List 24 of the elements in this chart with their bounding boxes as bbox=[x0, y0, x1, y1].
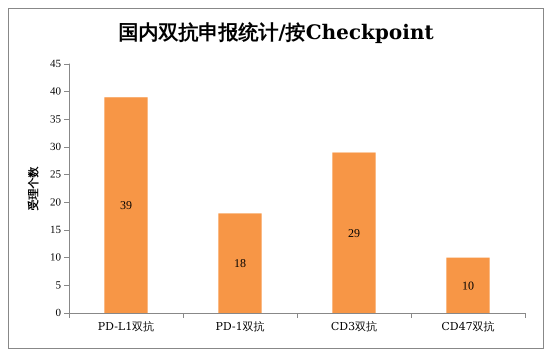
y-tick-label: 30 bbox=[50, 141, 62, 153]
y-tick-label: 45 bbox=[50, 58, 62, 70]
y-tick-label: 35 bbox=[50, 113, 62, 126]
y-tick-label: 40 bbox=[50, 86, 62, 98]
data-label: 29 bbox=[348, 226, 360, 240]
y-tick-label: 5 bbox=[56, 279, 62, 292]
x-tick-label: PD-L1双抗 bbox=[98, 320, 154, 333]
x-tick-label: PD-1双抗 bbox=[215, 320, 265, 333]
x-tick-label: CD3双抗 bbox=[330, 320, 378, 333]
y-tick-label: 15 bbox=[50, 224, 62, 236]
y-tick-label: 0 bbox=[56, 307, 62, 319]
chart-title: 国内双抗申报统计/按Checkpoint bbox=[118, 20, 434, 44]
y-tick-label: 20 bbox=[50, 196, 62, 208]
data-label: 18 bbox=[234, 256, 246, 270]
bar bbox=[218, 213, 262, 313]
data-label: 39 bbox=[120, 198, 132, 212]
y-axis-title: 受理个数 bbox=[27, 166, 40, 212]
bar bbox=[104, 97, 148, 313]
x-tick-label: CD47双抗 bbox=[441, 320, 495, 333]
bar bbox=[446, 258, 490, 313]
data-label: 10 bbox=[462, 278, 474, 292]
bar bbox=[332, 152, 376, 313]
y-tick-label: 25 bbox=[50, 168, 62, 181]
y-tick-label: 10 bbox=[50, 252, 62, 264]
